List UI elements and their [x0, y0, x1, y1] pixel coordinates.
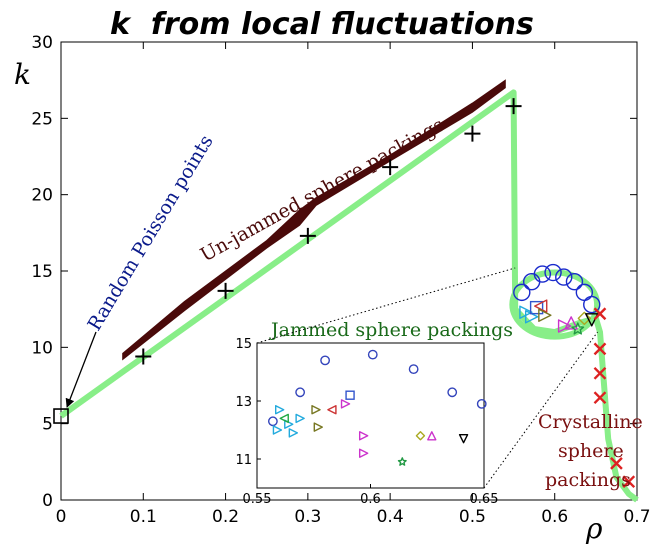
inset-connector-bottom — [483, 331, 598, 489]
inset-marker — [272, 425, 283, 435]
y-axis-label: k — [14, 58, 31, 91]
inset-marker — [447, 387, 458, 398]
inset-marker — [295, 413, 305, 424]
x-tick-label: 0.2 — [212, 507, 239, 527]
annotation-crystalline-1: Crystalline — [538, 411, 643, 433]
chart-title: k from local fluctuations — [110, 7, 534, 42]
annotation-jammed: Jammed sphere packings — [269, 319, 513, 341]
annotation-crystalline-2: sphere — [558, 440, 624, 462]
x-tick-label: 0.1 — [130, 507, 157, 527]
cluster-circle-marker — [583, 295, 601, 314]
tick-labels: 0 0.1 0.2 0.3 0.4 0.5 0.6 0.7 0 5 10 15 20 25 30 — [31, 33, 650, 527]
inset-frame — [256, 342, 485, 489]
inset-marker — [327, 405, 337, 415]
unjammed-band — [122, 79, 506, 361]
inset-marker — [340, 399, 351, 409]
inset-marker — [288, 428, 299, 438]
inset-marker — [408, 364, 419, 374]
cluster-circle-marker — [565, 272, 584, 291]
crystal-cross-marker — [622, 475, 636, 489]
inset-marker — [345, 390, 355, 400]
plus-marker — [464, 125, 481, 142]
jammed-loop — [509, 269, 601, 340]
annotation-poisson: Random Poisson points — [83, 131, 217, 334]
poisson-marker — [53, 408, 69, 424]
inset-marker — [313, 422, 323, 432]
poisson-arrow — [65, 331, 97, 408]
crystal-cross-marker — [593, 391, 607, 405]
inset-marker — [397, 457, 407, 466]
cluster-marker — [571, 322, 585, 335]
inset-marker — [295, 387, 306, 398]
crystal-cross-marker — [593, 366, 607, 380]
x-tick-label: 0 — [56, 507, 67, 527]
y-tick-label: 15 — [31, 262, 53, 282]
inset-marker — [427, 431, 437, 441]
cluster-circle-marker — [555, 268, 573, 286]
x-tick-label: 0.6 — [541, 507, 568, 527]
cluster-marker — [585, 313, 599, 327]
inset-marker — [275, 405, 285, 415]
inset-marker — [367, 349, 378, 360]
inset-plot: 0.55 0.6 0.65 11 13 15 — [235, 267, 598, 507]
inset-marker — [358, 431, 369, 441]
y-tick-label: 20 — [31, 186, 53, 206]
y-tick-label: 10 — [31, 338, 53, 358]
inset-y-tick-label: 13 — [235, 395, 252, 410]
x-tick-label: 0.3 — [294, 507, 321, 527]
inset-connector-top — [256, 267, 516, 344]
cluster-circle-marker — [544, 263, 562, 282]
inset-marker — [320, 355, 330, 366]
inset-marker — [267, 416, 278, 427]
x-tick-label: 0.5 — [459, 507, 486, 527]
cluster-circle-marker — [513, 283, 531, 302]
cluster-marker — [534, 299, 548, 313]
inset-y-tick-label: 15 — [235, 337, 252, 352]
y-tick-label: 30 — [31, 33, 53, 53]
annotation-unjammed: Un-jammed sphere packings — [197, 114, 448, 267]
inset-x-tick-label: 0.65 — [470, 492, 499, 507]
inset-marker — [476, 398, 487, 409]
annotation-crystalline-3: packings — [545, 469, 631, 491]
plus-marker — [299, 227, 316, 244]
inset-x-tick-label: 0.6 — [360, 492, 381, 507]
crystal-cross-marker — [593, 307, 607, 321]
x-tick-label: 0.7 — [623, 507, 650, 527]
cluster-circle-marker — [533, 265, 552, 283]
cluster-marker — [538, 308, 552, 322]
cluster-circle-marker — [575, 283, 594, 302]
inset-marker — [279, 413, 289, 424]
cluster-marker — [564, 316, 578, 330]
inset-marker — [415, 431, 426, 441]
inset-marker — [358, 448, 369, 458]
inset-marker — [311, 405, 321, 415]
plus-marker — [135, 348, 152, 365]
y-tick-label: 25 — [31, 109, 53, 129]
plus-marker — [217, 282, 234, 299]
plus-marker — [382, 159, 399, 176]
x-tick-label: 0.4 — [377, 507, 404, 527]
inset-y-tick-label: 11 — [235, 453, 252, 468]
cluster-marker — [529, 300, 544, 315]
y-tick-label: 5 — [42, 415, 53, 435]
y-tick-label: 0 — [42, 491, 53, 511]
plus-marker — [505, 98, 522, 115]
inset-x-tick-label: 0.55 — [243, 492, 272, 507]
crystal-cross-marker — [593, 342, 607, 356]
cluster-marker — [577, 311, 592, 326]
inset-marker — [458, 434, 469, 444]
crystal-cross-marker — [610, 457, 623, 470]
plot-area — [53, 41, 639, 503]
x-axis-label: ρ — [585, 512, 603, 544]
